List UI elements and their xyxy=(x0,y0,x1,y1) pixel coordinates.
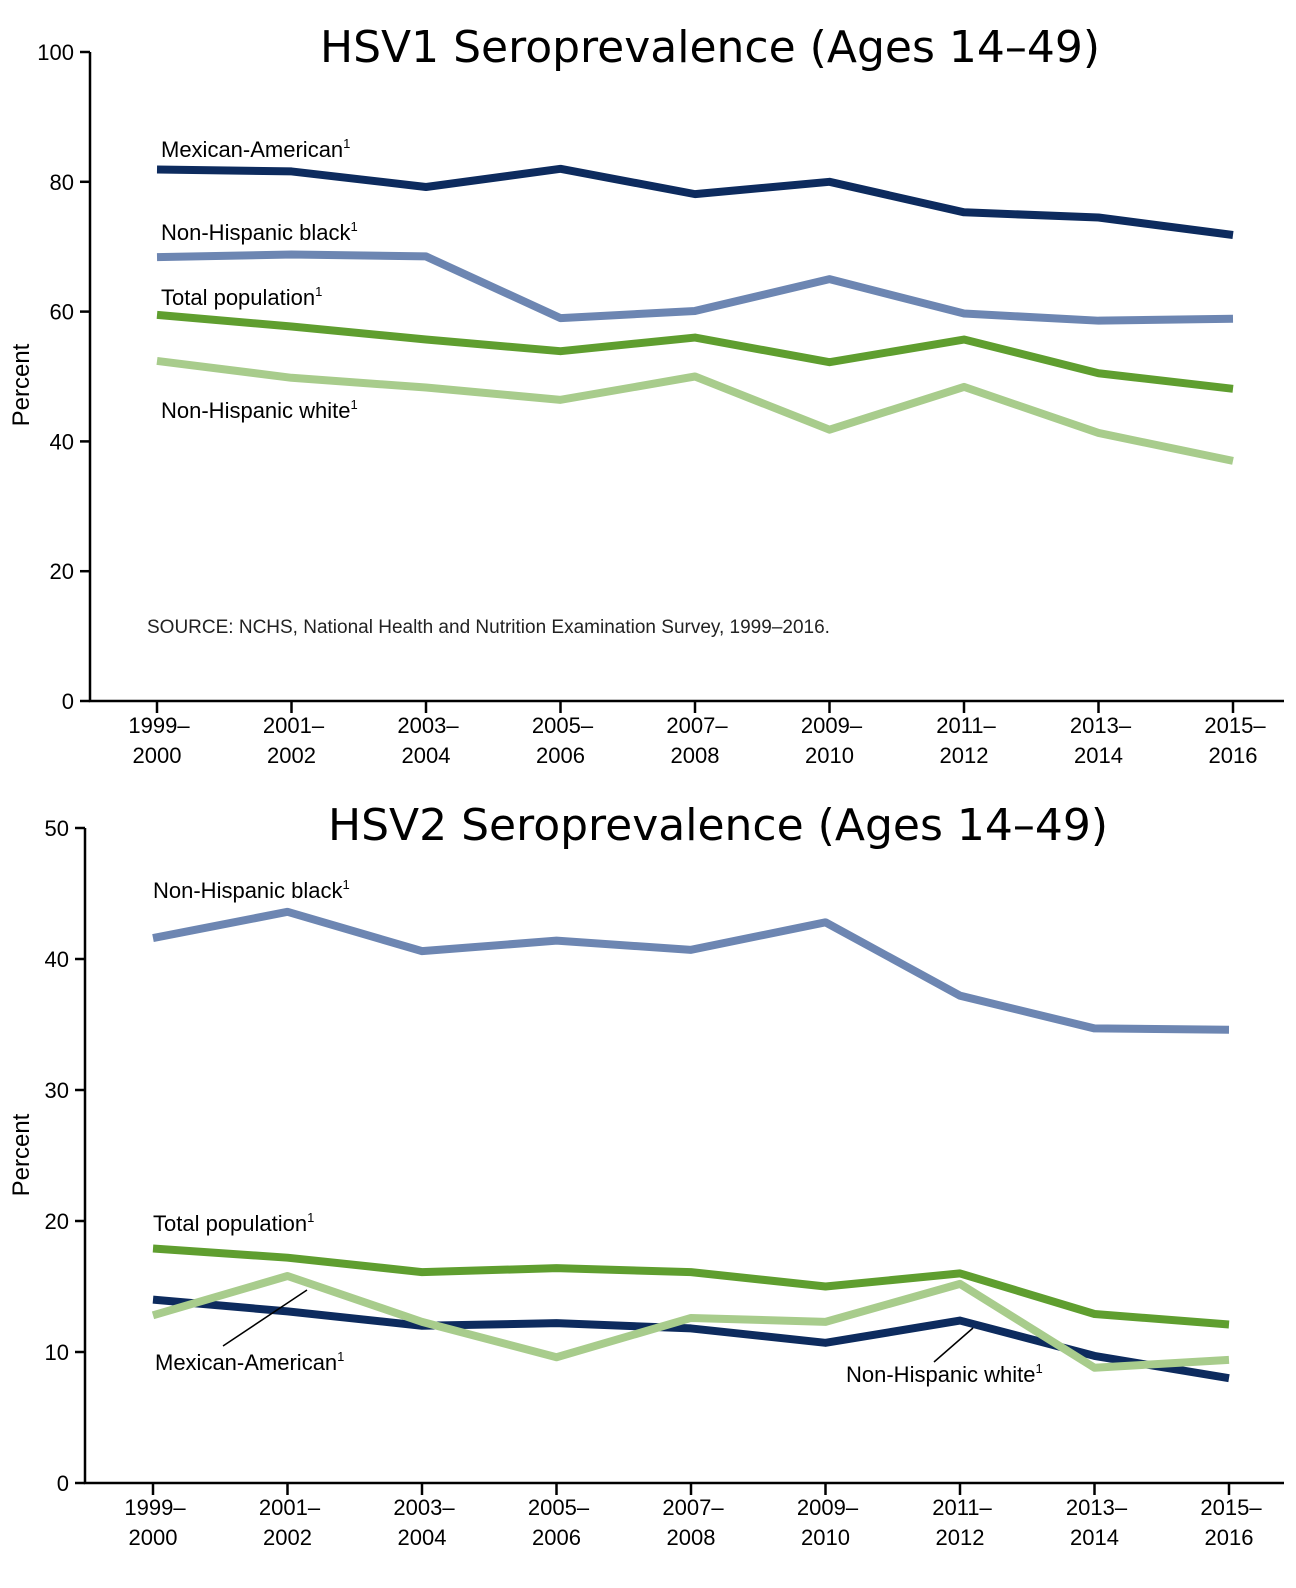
hsv2-x-tick-label: 2015– 2016 xyxy=(1200,1495,1262,1550)
hsv2-series-lines xyxy=(151,907,1230,1383)
hsv1-x-tick-label: 2011– 2012 xyxy=(936,713,996,768)
hsv1-x-tick-label: 2009– 2010 xyxy=(801,713,863,768)
hsv1-y-tick-label: 20 xyxy=(50,559,74,584)
hsv1-x-tick-label: 2005– 2006 xyxy=(532,713,594,768)
hsv2-label-non-hispanic-black: Non-Hispanic black1 xyxy=(153,877,350,903)
hsv2-x-tick-label: 2005– 2006 xyxy=(528,1495,590,1550)
hsv2-x-tick-label: 2007– 2008 xyxy=(662,1495,724,1550)
hsv1-label-non-hispanic-white: Non-Hispanic white1 xyxy=(161,397,358,423)
hsv1-chart-title: HSV1 Seroprevalence (Ages 14–49) xyxy=(320,22,1100,73)
hsv2-series-line-non-hispanic-black xyxy=(152,907,1230,1034)
hsv1-label-total-population: Total population1 xyxy=(161,284,322,310)
hsv2-x-tick-label: 1999– 2000 xyxy=(124,1495,186,1550)
hsv1-x-tick-label: 1999– 2000 xyxy=(128,713,190,768)
hsv1-label-non-hispanic-black: Non-Hispanic black1 xyxy=(161,219,358,245)
hsv2-x-tick-label: 2013– 2014 xyxy=(1066,1495,1128,1550)
hsv2-y-tick-label: 40 xyxy=(45,947,69,972)
hsv1-x-tick-label: 2001– 2002 xyxy=(263,713,325,768)
hsv1-y-axis-label: Percent xyxy=(8,343,35,426)
hsv2-x-ticks: 1999– 2000 2001– 2002 2003– 2004 2005– 2006 2007… xyxy=(124,1483,1262,1550)
hsv2-y-axis-label: Percent xyxy=(8,1113,35,1196)
hsv1-x-tick-label: 2007– 2008 xyxy=(666,713,728,768)
hsv2-label-total-population: Total population1 xyxy=(153,1210,314,1236)
hsv1-series-line-total-population xyxy=(156,310,1234,393)
hsv1-y-tick-label: 0 xyxy=(62,689,74,714)
hsv1-series-lines xyxy=(156,164,1234,465)
hsv1-axes xyxy=(88,52,1284,703)
hsv1-y-tick-label: 80 xyxy=(50,170,74,195)
hsv2-series-line-non-hispanic-white xyxy=(151,1272,1230,1372)
hsv1-source-note: SOURCE: NCHS, National Health and Nutrit… xyxy=(147,617,830,638)
hsv2-y-tick-label: 30 xyxy=(45,1078,69,1103)
hsv2-y-tick-label: 20 xyxy=(45,1209,69,1234)
hsv1-y-ticks: 0 20 40 60 80 100 xyxy=(37,40,90,714)
hsv1-x-tick-label: 2013– 2014 xyxy=(1070,713,1132,768)
hsv1-series-line-mexican-american xyxy=(156,164,1234,239)
hsv2-y-ticks: 0 10 20 30 40 50 xyxy=(45,816,85,1496)
hsv2-leader-mexican-american xyxy=(222,1289,308,1347)
hsv1-series-line-non-hispanic-black xyxy=(156,250,1234,325)
hsv1-x-tick-label: 2003– 2004 xyxy=(397,713,459,768)
hsv2-x-tick-label: 2001– 2002 xyxy=(259,1495,321,1550)
hsv1-x-tick-label: 2015– 2016 xyxy=(1204,713,1266,768)
hsv2-label-non-hispanic-white: Non-Hispanic white1 xyxy=(846,1361,1043,1387)
hsv2-x-tick-label: 2011– 2012 xyxy=(932,1495,992,1550)
hsv2-chart: HSV2 Seroprevalence (Ages 14–49) Percent… xyxy=(8,800,1284,1550)
hsv2-y-tick-label: 50 xyxy=(45,816,69,841)
hsv2-leader-non-hispanic-white xyxy=(933,1327,974,1363)
hsv1-series-line-non-hispanic-white xyxy=(156,356,1234,465)
hsv1-label-mexican-american: Mexican-American1 xyxy=(161,136,350,162)
hsv2-y-tick-label: 10 xyxy=(45,1340,69,1365)
hsv1-chart: HSV1 Seroprevalence (Ages 14–49) Percent… xyxy=(8,22,1284,768)
hsv2-label-mexican-american: Mexican-American1 xyxy=(155,1349,344,1375)
hsv1-x-ticks: 1999– 2000 2001– 2002 2003– 2004 2005– 2006 2007… xyxy=(128,701,1266,768)
hsv2-chart-title: HSV2 Seroprevalence (Ages 14–49) xyxy=(328,800,1108,851)
hsv2-x-tick-label: 2009– 2010 xyxy=(797,1495,859,1550)
hsv1-y-tick-label: 60 xyxy=(50,300,74,325)
hsv2-series-line-total-population xyxy=(152,1244,1230,1329)
hsv1-y-tick-label: 100 xyxy=(37,40,74,65)
hsv2-y-tick-label: 0 xyxy=(57,1471,69,1496)
hsv2-x-tick-label: 2003– 2004 xyxy=(393,1495,455,1550)
hsv1-y-tick-label: 40 xyxy=(50,429,74,454)
hsv2-axes xyxy=(83,828,1284,1485)
